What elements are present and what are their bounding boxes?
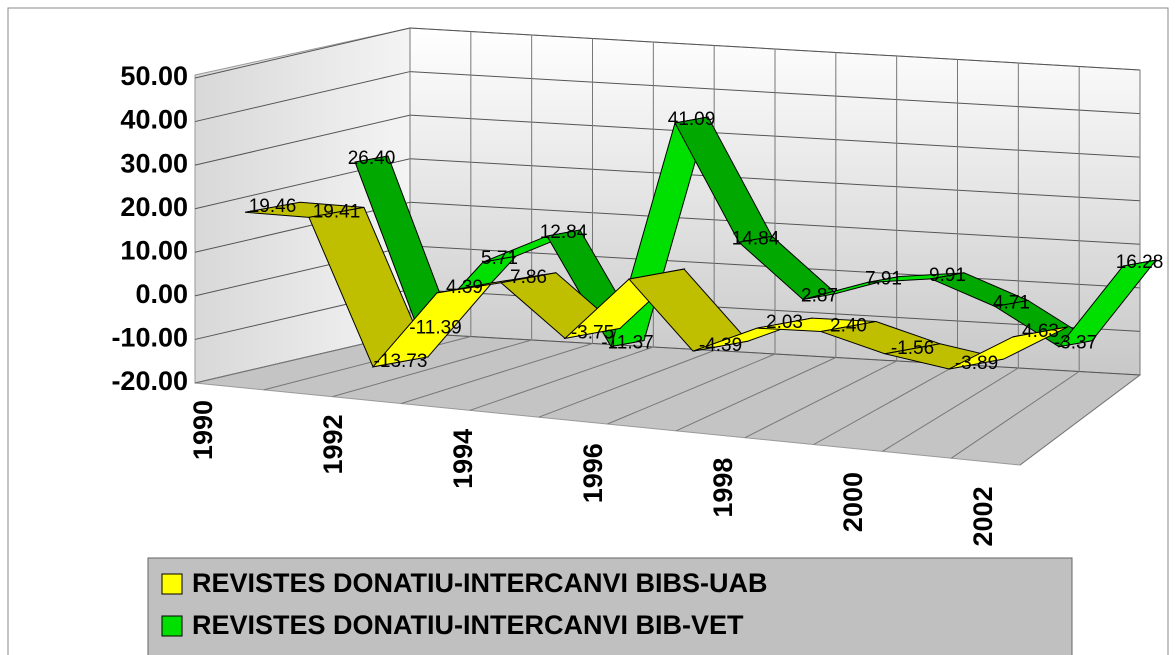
data-label: 4.71	[993, 292, 1030, 313]
data-label: 41.09	[668, 109, 716, 130]
data-label: 19.46	[249, 196, 297, 217]
data-label: 14.84	[732, 228, 780, 249]
data-label: 2.03	[766, 312, 803, 333]
data-label: -3.89	[955, 353, 998, 374]
data-label: 26.40	[348, 148, 396, 169]
floor-line	[744, 360, 897, 439]
floor-line	[401, 343, 593, 404]
x-tick-label: 1992	[318, 414, 348, 474]
data-label: 4.39	[446, 277, 483, 298]
floor-line	[538, 350, 715, 418]
data-label: -11.39	[409, 318, 461, 339]
data-label: 12.84	[540, 222, 588, 243]
x-tick-label: 1994	[448, 429, 478, 489]
floor-line	[950, 371, 1080, 459]
legend-label: REVISTES DONATIU-INTERCANVI BIBS-UAB	[192, 568, 768, 598]
data-label: 5.71	[481, 248, 518, 269]
legend-label: REVISTES DONATIU-INTERCANVI BIB-VET	[192, 610, 744, 640]
data-label: 19.41	[313, 201, 361, 222]
floor-line	[607, 353, 776, 425]
data-label: 2.87	[801, 286, 838, 307]
floor-line	[1019, 374, 1141, 466]
floor-line	[469, 346, 654, 411]
y-tick-label: -20.00	[111, 366, 188, 396]
floor-line	[882, 367, 1019, 452]
y-tick-label: 10.00	[120, 235, 188, 265]
data-label: 7.91	[865, 269, 902, 290]
y-tick-label: 20.00	[120, 192, 188, 222]
x-tick-label: 1990	[188, 400, 218, 460]
legend-swatch	[161, 615, 183, 637]
data-label: 9.91	[929, 265, 966, 286]
floor-line	[676, 357, 837, 432]
legend	[147, 557, 1073, 655]
data-label: -11.37	[601, 333, 653, 354]
x-tick-label: 2002	[968, 486, 998, 546]
y-tick-label: 50.00	[120, 61, 188, 91]
data-label: -4.39	[699, 335, 742, 356]
data-label: -1.56	[891, 338, 934, 359]
floor-line	[813, 364, 958, 445]
y-tick-label: 0.00	[135, 279, 188, 309]
ribbon-end	[1012, 326, 1069, 338]
x-tick-label: 1998	[708, 458, 738, 518]
legend-swatch	[161, 573, 183, 595]
y-tick-label: 40.00	[120, 105, 188, 135]
data-label: 16.28	[1116, 252, 1164, 273]
data-label: 4.63	[1022, 321, 1059, 342]
data-label: 2.40	[830, 316, 867, 337]
y-tick-label: 30.00	[120, 148, 188, 178]
y-tick-label: -10.00	[111, 323, 188, 353]
floor-line	[332, 339, 532, 398]
data-label: -3.75	[571, 322, 614, 343]
frame	[7, 7, 1169, 655]
x-tick-label: 2000	[838, 472, 868, 532]
data-label: 7.86	[510, 267, 547, 288]
ribbon-end	[1122, 259, 1157, 267]
data-label: -3.37	[1054, 333, 1097, 354]
x-tick-label: 1996	[578, 443, 608, 503]
data-label: -13.73	[374, 351, 428, 372]
